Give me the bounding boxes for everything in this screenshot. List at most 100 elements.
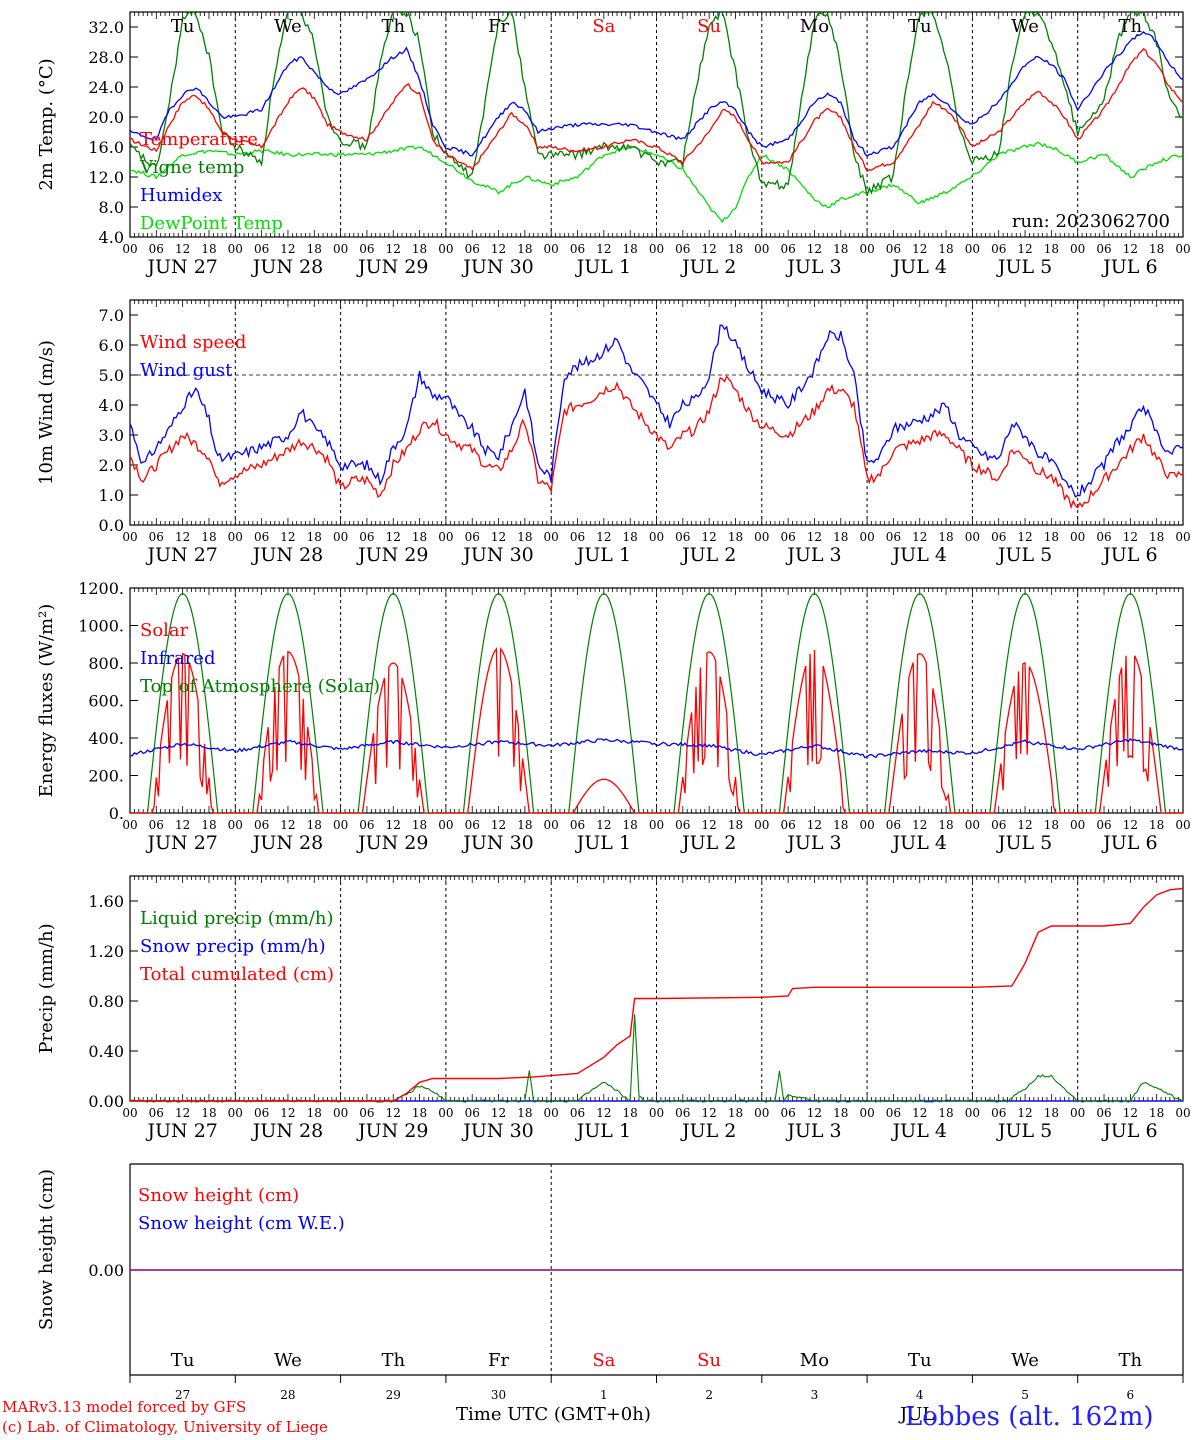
- hour-tick-label: 06: [465, 1106, 480, 1120]
- hour-tick-label: 18: [307, 242, 322, 256]
- hour-tick-label: 18: [307, 818, 322, 832]
- hour-tick-label: 06: [886, 242, 901, 256]
- hour-tick-label: 18: [307, 530, 322, 544]
- y-tick-label: 7.0: [99, 306, 124, 325]
- hour-tick-label: 18: [201, 1106, 216, 1120]
- hour-tick-label: 06: [359, 530, 374, 544]
- hour-tick-label: 12: [596, 242, 611, 256]
- hour-tick-label: 00: [754, 1106, 769, 1120]
- day-number: 28: [280, 1388, 295, 1402]
- hour-tick-label: 12: [280, 242, 295, 256]
- series-line-dewpoint-temp: [130, 141, 1183, 224]
- hour-tick-label: 18: [938, 242, 953, 256]
- temperature-lines: [130, 12, 1183, 224]
- y-tick-label: 1200.: [78, 579, 124, 598]
- y-tick-label: 32.0: [88, 18, 124, 37]
- hour-tick-label: 06: [675, 1106, 690, 1120]
- hour-tick-label: 18: [517, 818, 532, 832]
- hour-tick-label: 12: [702, 242, 717, 256]
- date-label: JUL 6: [1101, 256, 1157, 278]
- day-name: Tu: [171, 16, 195, 37]
- date-label: JUL 6: [1101, 832, 1157, 854]
- hour-tick-label: 00: [333, 1106, 348, 1120]
- hour-tick-label: 06: [886, 818, 901, 832]
- y-tick-label: 800.: [88, 654, 124, 673]
- hour-tick-label: 18: [833, 818, 848, 832]
- day-name: Fr: [488, 16, 509, 37]
- day-number: 1: [600, 1388, 608, 1402]
- hour-tick-label: 18: [201, 530, 216, 544]
- hour-tick-label: 12: [1017, 242, 1032, 256]
- hour-tick-label: 18: [201, 818, 216, 832]
- day-number: 30: [491, 1388, 506, 1402]
- hour-tick-label: 00: [1175, 242, 1190, 256]
- y-tick-label: 0.: [109, 804, 124, 823]
- hour-tick-label: 06: [991, 818, 1006, 832]
- hour-tick-label: 12: [1123, 818, 1138, 832]
- hour-tick-label: 00: [1070, 530, 1085, 544]
- date-label: JUL 5: [996, 832, 1052, 854]
- day-name: Mo: [800, 1350, 829, 1371]
- hour-tick-label: 12: [807, 242, 822, 256]
- date-label: JUN 29: [356, 256, 428, 278]
- date-label: JUL 3: [785, 256, 841, 278]
- date-label: JUN 30: [461, 832, 533, 854]
- temperature-frame: [129, 11, 1184, 238]
- date-label: JUL 4: [891, 544, 947, 566]
- y-tick-label: 28.0: [88, 48, 124, 67]
- hour-tick-label: 12: [386, 1106, 401, 1120]
- day-name: Sa: [592, 16, 615, 37]
- lab-credit: (c) Lab. of Climatology, University of L…: [2, 1418, 328, 1436]
- hour-tick-label: 00: [122, 818, 137, 832]
- hour-tick-label: 12: [280, 818, 295, 832]
- hour-tick-label: 18: [1044, 1106, 1059, 1120]
- hour-tick-label: 00: [649, 818, 664, 832]
- hour-tick-label: 06: [254, 818, 269, 832]
- date-label: JUL 4: [891, 1120, 947, 1142]
- hour-tick-label: 06: [991, 1106, 1006, 1120]
- hour-tick-label: 00: [333, 818, 348, 832]
- hour-tick-label: 00: [544, 1106, 559, 1120]
- hour-tick-label: 00: [1070, 242, 1085, 256]
- hour-tick-label: 12: [1017, 530, 1032, 544]
- day-number: 2: [705, 1388, 713, 1402]
- y-axis-label: 2m Temp. (°C): [36, 58, 57, 190]
- y-tick-label: 0.00: [88, 1092, 124, 1111]
- hour-tick-label: 18: [728, 1106, 743, 1120]
- hour-tick-label: 06: [991, 242, 1006, 256]
- date-label: JUN 29: [356, 832, 428, 854]
- hour-tick-label: 00: [965, 242, 980, 256]
- hour-tick-label: 18: [1044, 530, 1059, 544]
- hour-tick-label: 00: [649, 530, 664, 544]
- hour-tick-label: 12: [912, 818, 927, 832]
- hour-tick-label: 06: [465, 242, 480, 256]
- date-label: JUN 27: [145, 832, 217, 854]
- series-line-solar: [130, 647, 1183, 814]
- hour-tick-label: 00: [544, 530, 559, 544]
- hour-tick-label: 12: [1017, 818, 1032, 832]
- day-name: Su: [697, 16, 721, 37]
- date-label: JUL 2: [680, 544, 736, 566]
- date-label: JUN 30: [461, 256, 533, 278]
- day-name: We: [1011, 1350, 1039, 1371]
- hour-tick-label: 18: [1044, 818, 1059, 832]
- hour-tick-label: 00: [228, 818, 243, 832]
- hour-tick-label: 12: [1123, 1106, 1138, 1120]
- wind-frame: [129, 299, 1184, 526]
- hour-tick-label: 00: [754, 530, 769, 544]
- hour-tick-label: 12: [175, 818, 190, 832]
- legend-entry: DewPoint Temp: [140, 213, 283, 234]
- hour-tick-label: 00: [438, 530, 453, 544]
- day-number: 4: [916, 1388, 924, 1402]
- hour-tick-label: 00: [228, 1106, 243, 1120]
- month-overlay: JUL: [900, 1404, 935, 1425]
- hour-tick-label: 06: [465, 530, 480, 544]
- date-label: JUN 30: [461, 1120, 533, 1142]
- energy-frame: [129, 587, 1184, 814]
- date-label: JUL 4: [891, 832, 947, 854]
- hour-tick-label: 12: [702, 530, 717, 544]
- hour-tick-label: 00: [649, 242, 664, 256]
- hour-tick-label: 18: [833, 242, 848, 256]
